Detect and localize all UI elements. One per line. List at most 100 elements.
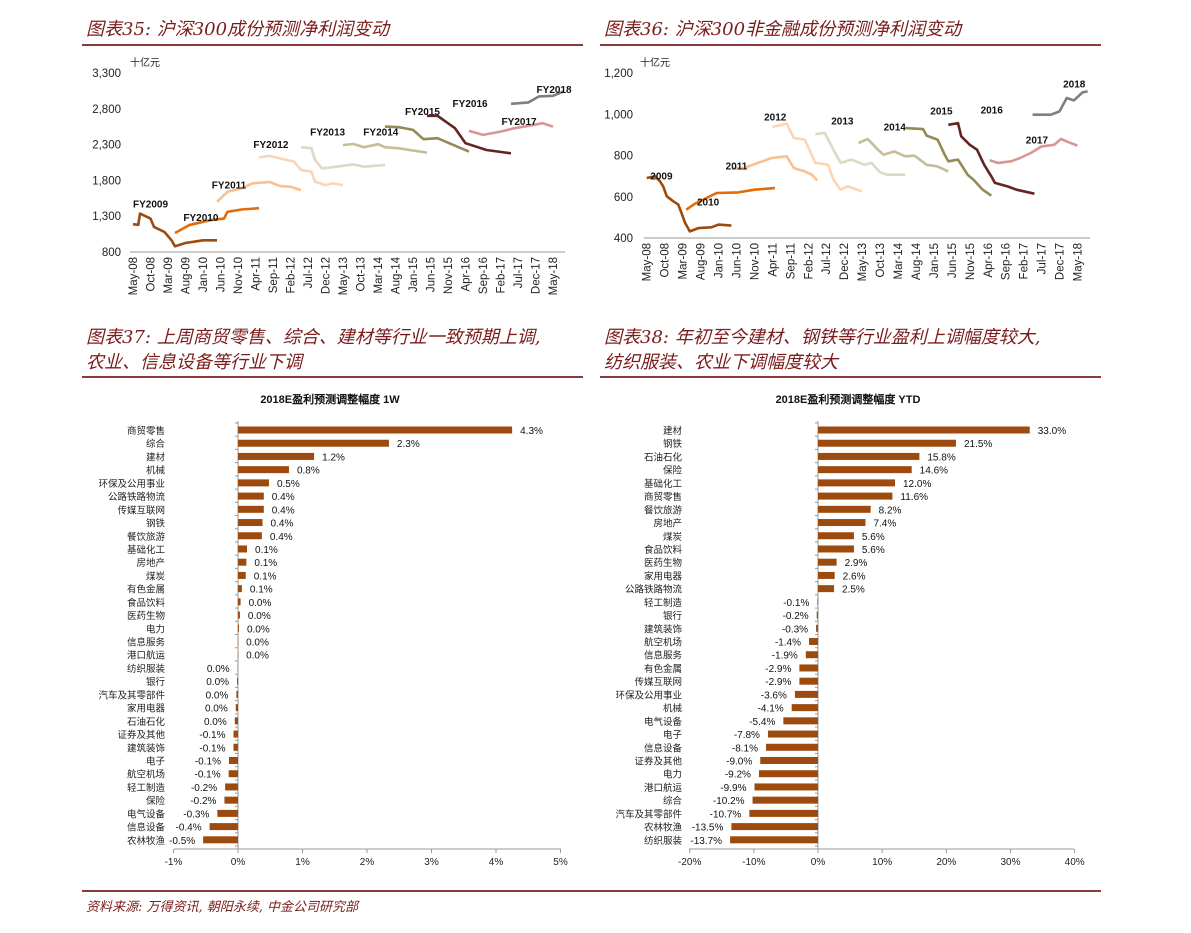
series-label-2015: 2015 [930,106,953,117]
category-label: 家用电器 [644,570,683,582]
x-tick-label: Jul-12 [303,257,315,288]
bar-value-label: 8.2% [879,505,902,516]
bar-value-label: 21.5% [964,439,992,450]
bar [238,598,241,606]
chart-title: 2018E盈利预测调整幅度 1W [260,392,400,406]
x-tick-label: Nov-10 [749,243,761,280]
bar-value-label: 0.0% [204,717,227,728]
x-tick-label: Jan-10 [198,257,210,292]
bar-value-label: -3.6% [761,690,787,701]
bar [818,426,1030,434]
bar [818,585,835,593]
figure-36-divider [600,44,1101,46]
bar [794,690,818,698]
bar-value-label: -8.1% [732,743,758,754]
bar [238,479,269,487]
x-tick-label: 0% [231,857,246,868]
x-tick-label: May-13 [338,257,350,295]
category-label: 建材 [146,451,166,463]
x-tick-label: Nov-15 [965,243,977,280]
category-label: 信息设备 [127,822,166,834]
bar-value-label: 0.0% [247,624,270,635]
series-label-fy2017: FY2017 [502,117,537,128]
category-label: 传媒互联网 [634,676,682,688]
x-tick-label: Oct-08 [660,243,672,278]
bar-value-label: 0.0% [205,704,228,715]
bar-value-label: 12.0% [903,479,931,490]
figure-36-title: 图表36: 沪深300非金融成份预测净利润变动 [604,19,962,40]
category-label: 电子 [146,756,166,768]
x-tick-label: 2% [360,857,375,868]
bar [238,519,263,527]
category-label: 综合 [146,438,166,450]
series-label-2010: 2010 [697,197,720,208]
category-label: 食品饮料 [644,544,683,556]
x-tick-label: -1% [165,857,183,868]
series-label-fy2010: FY2010 [183,213,218,224]
bar [238,492,264,500]
x-tick-label: 4% [489,857,504,868]
bar [818,571,835,579]
x-tick-label: 20% [936,857,956,868]
category-label: 纺织服装 [644,835,683,847]
category-label: 电力 [663,769,682,781]
category-label: 钢铁 [663,438,683,450]
category-label: 建筑装饰 [127,742,165,754]
x-tick-label: Oct-13 [356,257,368,292]
bar-value-label: 0.0% [207,664,230,675]
bar [235,704,238,712]
bar-value-label: 0.4% [271,519,294,530]
y-tick-label: 800 [102,247,121,259]
category-label: 有色金属 [127,584,165,596]
bar [238,585,242,593]
category-label: 保险 [663,465,683,477]
series-line-fy2012 [258,154,344,187]
bar-value-label: 2.6% [843,571,866,582]
x-tick-label: Aug-09 [181,257,193,294]
x-tick-label: Feb-17 [1019,243,1031,279]
bar-value-label: -0.2% [190,796,216,807]
bar [818,519,866,527]
bar [816,611,818,619]
category-label: 食品饮料 [127,597,166,609]
bar [238,505,264,513]
x-tick-label: Dec-17 [1055,243,1067,280]
bar-value-label: -0.1% [199,730,225,741]
x-tick-label: 30% [1000,857,1020,868]
category-label: 轻工制造 [127,782,166,794]
series-label-2009: 2009 [650,172,673,183]
x-tick-label: Feb-12 [286,257,298,293]
series-label-2012: 2012 [764,112,787,123]
x-tick-label: 0% [811,857,826,868]
y-tick-label: 800 [614,151,633,163]
bar-value-label: -0.4% [175,823,201,834]
category-label: 煤炭 [146,570,166,582]
bar-value-label: -13.7% [690,836,722,847]
series-line-fy2009 [132,212,217,248]
bar [238,545,248,553]
bar [805,651,818,659]
series-line-2015 [905,126,993,197]
y-tick-label: 2,800 [92,104,121,116]
y-tick-label: 2,300 [92,140,121,152]
category-label: 公路铁路物流 [625,584,683,596]
source-note: 资料来源: 万得资讯, 朝阳永续, 中金公司研究部 [86,900,359,915]
bar-value-label: -5.4% [749,717,775,728]
x-tick-label: 5% [553,857,568,868]
x-tick-label: Apr-11 [251,257,263,291]
y-unit-label: 十亿元 [130,56,160,69]
bar-value-label: 2.9% [845,558,868,569]
bar-value-label: -0.5% [169,836,195,847]
x-tick-label: Jun-15 [426,257,438,292]
category-label: 信息服务 [127,637,166,649]
bar [816,624,818,632]
bar-value-label: 0.4% [272,492,295,503]
bar-value-label: 15.8% [927,452,955,463]
series-line-fy2017 [468,121,554,137]
series-line-2011 [731,155,819,182]
series-label-fy2014: FY2014 [363,128,398,139]
bar [767,730,818,738]
category-label: 港口航运 [127,650,166,662]
category-label: 电气设备 [127,808,166,820]
x-tick-label: May-08 [128,257,140,295]
